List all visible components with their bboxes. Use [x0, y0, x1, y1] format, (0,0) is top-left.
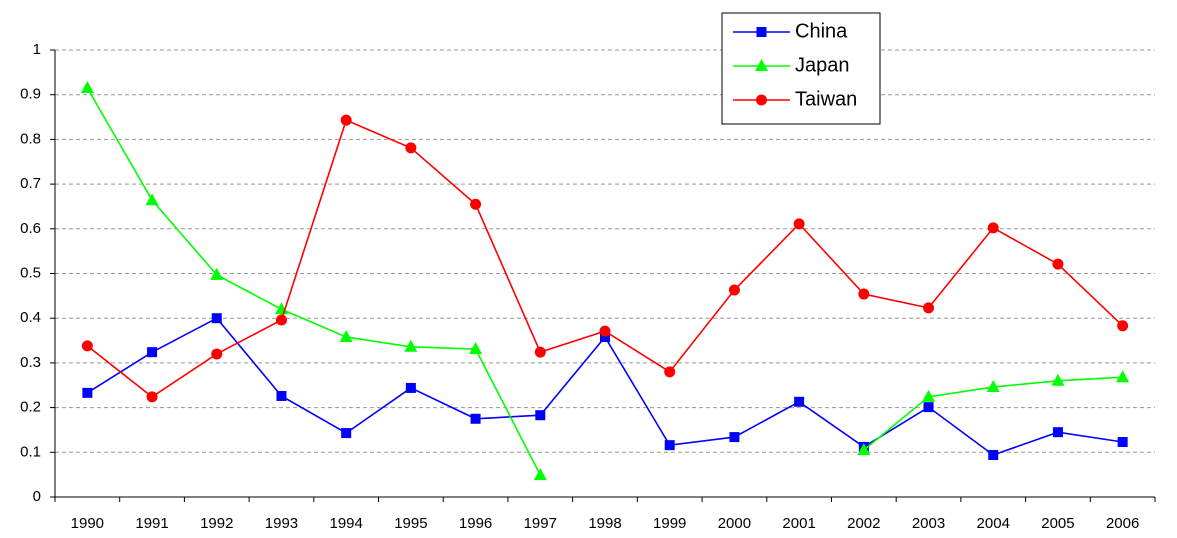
- marker: [147, 347, 158, 358]
- marker: [276, 390, 287, 401]
- marker: [1117, 437, 1128, 448]
- marker: [470, 413, 481, 424]
- marker: [599, 325, 611, 337]
- marker: [275, 314, 287, 326]
- marker: [1116, 370, 1130, 383]
- marker: [533, 468, 547, 481]
- marker: [923, 402, 934, 413]
- legend-label: Japan: [795, 54, 850, 76]
- marker: [211, 313, 222, 324]
- x-tick-label: 1993: [265, 515, 298, 532]
- series-line: [86, 87, 1123, 476]
- marker: [535, 410, 546, 421]
- marker: [664, 440, 675, 451]
- x-tick-label: 1992: [200, 515, 233, 532]
- marker: [469, 342, 483, 355]
- marker: [987, 222, 999, 234]
- marker: [211, 348, 223, 360]
- x-tick-label: 1995: [394, 515, 427, 532]
- marker: [857, 443, 871, 456]
- y-tick-label: 0.7: [20, 175, 41, 192]
- marker: [81, 340, 93, 352]
- series-line: [86, 119, 1124, 398]
- y-tick-label: 0.8: [20, 130, 41, 147]
- legend: China Japan Taiwan: [721, 12, 881, 125]
- marker: [858, 288, 870, 300]
- marker: [755, 59, 768, 71]
- marker: [146, 391, 158, 403]
- x-tick-label: 1994: [329, 515, 362, 532]
- marker: [1052, 427, 1063, 438]
- marker: [922, 389, 936, 402]
- x-tick-label: 1999: [653, 515, 686, 532]
- x-tick-label: 1998: [588, 515, 621, 532]
- y-tick-label: 0.3: [20, 354, 41, 371]
- marker: [210, 267, 224, 280]
- marker: [986, 380, 1000, 393]
- y-tick-label: 0: [33, 488, 41, 505]
- marker: [1052, 258, 1064, 270]
- y-tick-label: 0.9: [20, 86, 41, 103]
- marker: [664, 366, 676, 378]
- marker: [405, 382, 416, 393]
- marker: [793, 218, 805, 230]
- x-tick-label: 2001: [782, 515, 815, 532]
- marker: [729, 432, 740, 443]
- x-tick-label: 2004: [977, 515, 1010, 532]
- marker: [405, 142, 417, 154]
- y-tick-label: 0.1: [20, 443, 41, 460]
- y-tick-label: 0.2: [20, 399, 41, 416]
- marker: [82, 387, 93, 398]
- marker: [756, 94, 767, 106]
- series: [82, 313, 1128, 460]
- x-tick-label: 2000: [718, 515, 751, 532]
- x-tick-label: 2006: [1106, 515, 1139, 532]
- legend-label: China: [795, 20, 848, 42]
- y-tick-label: 0.5: [20, 264, 41, 281]
- x-tick-label: 1997: [524, 515, 557, 532]
- series: [81, 114, 1129, 403]
- marker: [145, 193, 159, 206]
- x-tick-label: 2005: [1041, 515, 1074, 532]
- marker: [404, 339, 418, 352]
- marker: [339, 329, 353, 342]
- marker: [756, 27, 767, 37]
- y-tick-label: 0.4: [20, 309, 41, 326]
- marker: [341, 428, 352, 439]
- x-tick-label: 1996: [459, 515, 492, 532]
- marker: [794, 396, 805, 407]
- marker: [600, 331, 610, 342]
- marker: [1051, 373, 1065, 386]
- y-tick-label: 0.6: [20, 220, 41, 237]
- marker: [1117, 320, 1129, 332]
- x-tick-label: 1990: [71, 515, 104, 532]
- marker: [988, 449, 999, 460]
- marker: [534, 346, 546, 358]
- y-tick-label: 1: [33, 41, 41, 58]
- x-tick-label: 2003: [912, 515, 945, 532]
- marker: [728, 284, 740, 296]
- x-tick-label: 2002: [847, 515, 880, 532]
- marker: [340, 114, 352, 126]
- marker: [80, 80, 94, 93]
- marker: [470, 198, 482, 210]
- marker: [923, 302, 935, 314]
- series: [80, 80, 1130, 481]
- x-tick-label: 1991: [135, 515, 168, 532]
- legend-label: Taiwan: [795, 88, 857, 110]
